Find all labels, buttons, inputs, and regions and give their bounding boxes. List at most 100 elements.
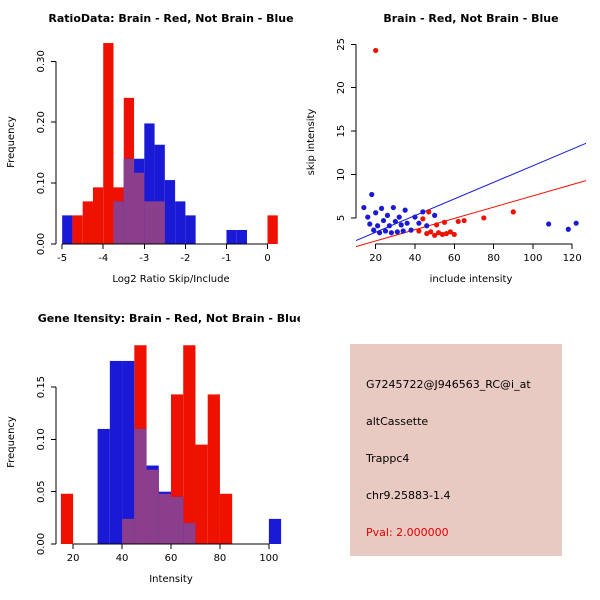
data-point [546, 221, 552, 227]
data-point [400, 228, 406, 234]
x-tick-label: -2 [180, 253, 190, 264]
y-tick-label: 0.05 [36, 481, 47, 503]
hist-bar-overlap [183, 523, 196, 544]
data-point [565, 226, 571, 232]
chart-title: Brain - Red, Not Brain - Blue [383, 12, 558, 25]
hist-bar-blue [62, 215, 73, 244]
ratio-histogram-plot: RatioData: Brain - Red, Not Brain - Blue… [6, 12, 294, 285]
data-point [408, 227, 414, 233]
data-point [378, 205, 385, 212]
data-point [426, 209, 432, 215]
y-tick-label: 0.00 [36, 533, 47, 555]
chart-title: RatioData: Brain - Red, Not Brain - Blue [48, 12, 293, 25]
probe-id: G7245722@J946563_RC@i_at [366, 378, 531, 391]
x-tick-label: 80 [487, 253, 500, 264]
data-point [376, 230, 383, 236]
hist-bar-overlap [134, 428, 147, 544]
chart-title: Gene Itensity: Brain - Red, Not Brain - … [38, 312, 300, 325]
data-point [412, 214, 418, 220]
fit-line-blue [355, 142, 587, 241]
panel-intensity-scatter: Brain - Red, Not Brain - Blue 20 40 60 80 100… [300, 0, 600, 300]
data-point [447, 229, 453, 235]
y-axis-label: Frequency [6, 416, 17, 468]
data-point [361, 204, 367, 211]
data-point [432, 212, 438, 218]
hist-bar-overlap [113, 201, 124, 244]
hist-bar-overlap [158, 493, 171, 544]
data-point [402, 207, 408, 213]
data-point [451, 231, 457, 238]
x-axis-label: Log2 Ratio Skip/Include [112, 274, 229, 285]
event-type: altCassette [366, 415, 429, 428]
data-point [424, 223, 430, 229]
x-tick-label: 0 [264, 253, 270, 264]
hist-bar-red [183, 345, 196, 544]
data-point [382, 228, 389, 234]
data-point [441, 219, 448, 225]
x-tick-label: 100 [523, 253, 542, 264]
panel-info: G7245722@J946563_RC@i_at altCassette Tra… [300, 300, 600, 600]
hist-bar-red [60, 493, 74, 544]
hist-bar-red [72, 215, 83, 244]
data-point [455, 218, 461, 225]
data-point [428, 229, 434, 235]
data-point [416, 220, 422, 226]
hist-bar-red [195, 444, 208, 544]
x-tick-label: 100 [259, 553, 278, 564]
data-point [384, 212, 391, 218]
x-tick-label: 120 [563, 253, 582, 264]
data-point [375, 223, 381, 229]
hist-bar-overlap [144, 201, 155, 244]
data-point [365, 214, 371, 220]
y-axis-label: skip intensity [306, 109, 317, 176]
axes [51, 60, 269, 249]
hist-bar-overlap [134, 172, 145, 244]
data-point [443, 230, 450, 237]
data-point [380, 217, 387, 224]
data-point [371, 227, 377, 233]
axes [51, 386, 270, 549]
hist-bar-blue [97, 428, 110, 544]
data-point [394, 229, 400, 235]
hist-bar-overlap [146, 469, 159, 544]
hist-bar-red [82, 201, 93, 244]
hist-bar-blue [268, 518, 282, 544]
x-tick-label: 60 [448, 253, 461, 264]
gene-name: Trappc4 [366, 452, 410, 465]
intensity-scatter-plot: Brain - Red, Not Brain - Blue 20 40 60 80 100… [306, 12, 587, 285]
data-point [510, 209, 516, 215]
hist-bar-blue [154, 144, 165, 244]
data-point [424, 230, 430, 237]
x-tick-label: 80 [214, 553, 227, 564]
x-tick-label: 60 [165, 553, 178, 564]
data-point [435, 230, 442, 236]
hist-bar-overlap [154, 201, 165, 244]
y-tick-label: 0.30 [36, 50, 47, 72]
data-point [461, 217, 467, 224]
hist-bar-overlap [123, 158, 135, 244]
hist-bar-blue [236, 229, 247, 244]
chromosome-location: chr9.25883-1.4 [366, 489, 451, 502]
hist-bar-blue [185, 215, 196, 244]
y-tick-label: 20 [336, 81, 347, 94]
x-tick-label: -5 [57, 253, 67, 264]
pval: Pval: 2.000000 [366, 526, 449, 539]
hist-bar-red [92, 187, 104, 244]
y-axis-label: Frequency [6, 116, 17, 168]
x-tick-label: 20 [67, 553, 80, 564]
hist-bar-blue [226, 229, 237, 244]
data-point [439, 231, 446, 238]
points-red [373, 47, 516, 238]
panel-ratio-histogram: RatioData: Brain - Red, Not Brain - Blue… [0, 0, 300, 300]
data-point [420, 216, 426, 222]
hist-bar-blue [144, 123, 155, 244]
hist-bar-blue [175, 201, 186, 244]
x-tick-label: 40 [409, 253, 422, 264]
info-box: G7245722@J946563_RC@i_at altCassette Tra… [350, 344, 562, 556]
data-point [386, 223, 393, 229]
hist-bar-overlap [171, 496, 184, 544]
data-point [404, 220, 410, 226]
hist-bar-red [207, 394, 220, 544]
x-tick-label: -1 [221, 253, 231, 264]
y-tick-label: 5 [336, 215, 347, 221]
